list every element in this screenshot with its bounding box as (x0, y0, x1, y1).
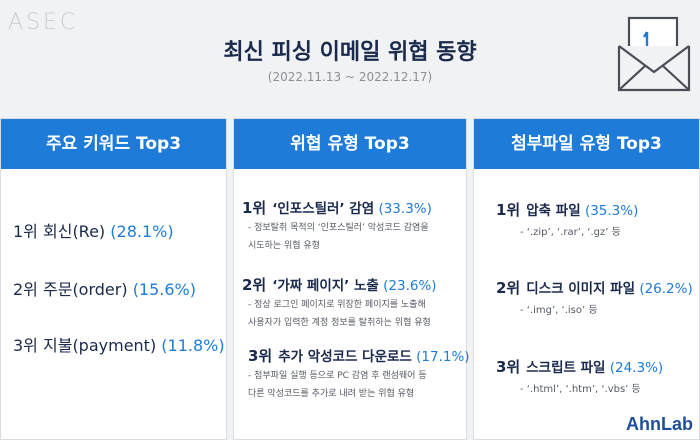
threat-item: 1위 ‘인포스틸러’ 감염 (33.3%) (242, 197, 432, 218)
threat-rank: 3위 (248, 347, 273, 365)
threat-rank: 1위 (242, 199, 267, 217)
keyword-rank: 1위 (13, 222, 38, 241)
keyword-name: 주문(order) (43, 280, 128, 299)
threat-item: 3위 추가 악성코드 다운로드 (17.1%) (248, 345, 470, 366)
threat-desc: - 첨부파일 실행 등으로 PC 감염 후 랜섬웨어 등 다른 악성코드를 추가… (248, 371, 427, 399)
attachment-pct: (35.3%) (584, 203, 639, 219)
threats-panel: 위협 유형 Top3 1위 ‘인포스틸러’ 감염 (33.3%) - 정보탈취 목… (233, 118, 470, 440)
attachments-heading: 첨부파일 유형 Top3 (474, 119, 699, 169)
keyword-item: 1위 회신(Re) (28.1%) (13, 218, 174, 242)
attachment-pct: (26.2%) (639, 281, 693, 297)
keywords-heading: 주요 키워드 Top3 (1, 119, 226, 169)
keyword-rank: 3위 (13, 336, 38, 355)
attachment-item: 2위 디스크 이미지 파일 (26.2%) (496, 277, 693, 298)
attachment-rank: 2위 (496, 279, 521, 297)
threats-heading: 위협 유형 Top3 (234, 119, 466, 169)
attachment-ext: - ‘.zip’, ‘.rar’, ‘.gz’ 등 (520, 227, 621, 238)
keyword-item: 3위 지불(payment) (11.8%) (13, 332, 225, 356)
attachment-name: 스크립트 파일 (526, 360, 606, 376)
ahnlab-logo: AhnLab (626, 414, 693, 434)
threat-pct: (17.1%) (416, 349, 470, 365)
keyword-pct: (11.8%) (161, 336, 225, 355)
attachment-rank: 3위 (496, 358, 521, 376)
attachment-pct: (24.3%) (609, 360, 664, 376)
attachment-item: 3위 스크립트 파일 (24.3%) (496, 356, 663, 377)
attachments-panel: 첨부파일 유형 Top3 1위 압축 파일 (35.3%) - ‘.zip’, ‘… (473, 118, 700, 440)
threat-desc: - 정보탈취 목적의 ‘인포스틸러’ 악성코드 감염을 시도하는 위협 유형 (248, 223, 429, 251)
threat-rank: 2위 (242, 276, 267, 294)
attachment-ext: - ‘.img’, ‘.iso’ 등 (520, 305, 598, 316)
threat-pct: (23.6%) (383, 278, 437, 294)
threat-name: 추가 악성코드 다운로드 (278, 349, 412, 365)
mail-hook-icon (617, 16, 691, 92)
threat-name: ‘가짜 페이지’ 노출 (272, 278, 379, 294)
keyword-item: 2위 주문(order) (15.6%) (13, 276, 196, 300)
threat-pct: (33.3%) (378, 201, 432, 217)
attachment-ext: - ‘.html’, ‘.htm’, ‘.vbs’ 등 (520, 384, 641, 395)
attachment-name: 압축 파일 (526, 203, 581, 219)
threat-desc: - 정상 로그인 페이지로 위장한 페이지를 노출해 사용자가 입력한 계정 정… (248, 300, 431, 328)
keyword-name: 지불(payment) (43, 336, 157, 355)
attachment-rank: 1위 (496, 201, 521, 219)
attachment-name: 디스크 이미지 파일 (526, 281, 636, 297)
threat-item: 2위 ‘가짜 페이지’ 노출 (23.6%) (242, 274, 437, 295)
keywords-panel: 주요 키워드 Top3 1위 회신(Re) (28.1%) 2위 주문(orde… (0, 118, 227, 440)
keyword-pct: (15.6%) (132, 280, 196, 299)
keyword-rank: 2위 (13, 280, 38, 299)
asec-logo: ASEC (8, 10, 79, 35)
period-subtitle: (2022.11.13 ~ 2022.12.17) (267, 70, 433, 84)
page-title: 최신 피싱 이메일 위협 동향 (223, 40, 477, 65)
threat-name: ‘인포스틸러’ 감염 (272, 201, 375, 217)
keyword-name: 회신(Re) (43, 222, 106, 241)
attachment-item: 1위 압축 파일 (35.3%) (496, 199, 638, 220)
keyword-pct: (28.1%) (110, 222, 174, 241)
